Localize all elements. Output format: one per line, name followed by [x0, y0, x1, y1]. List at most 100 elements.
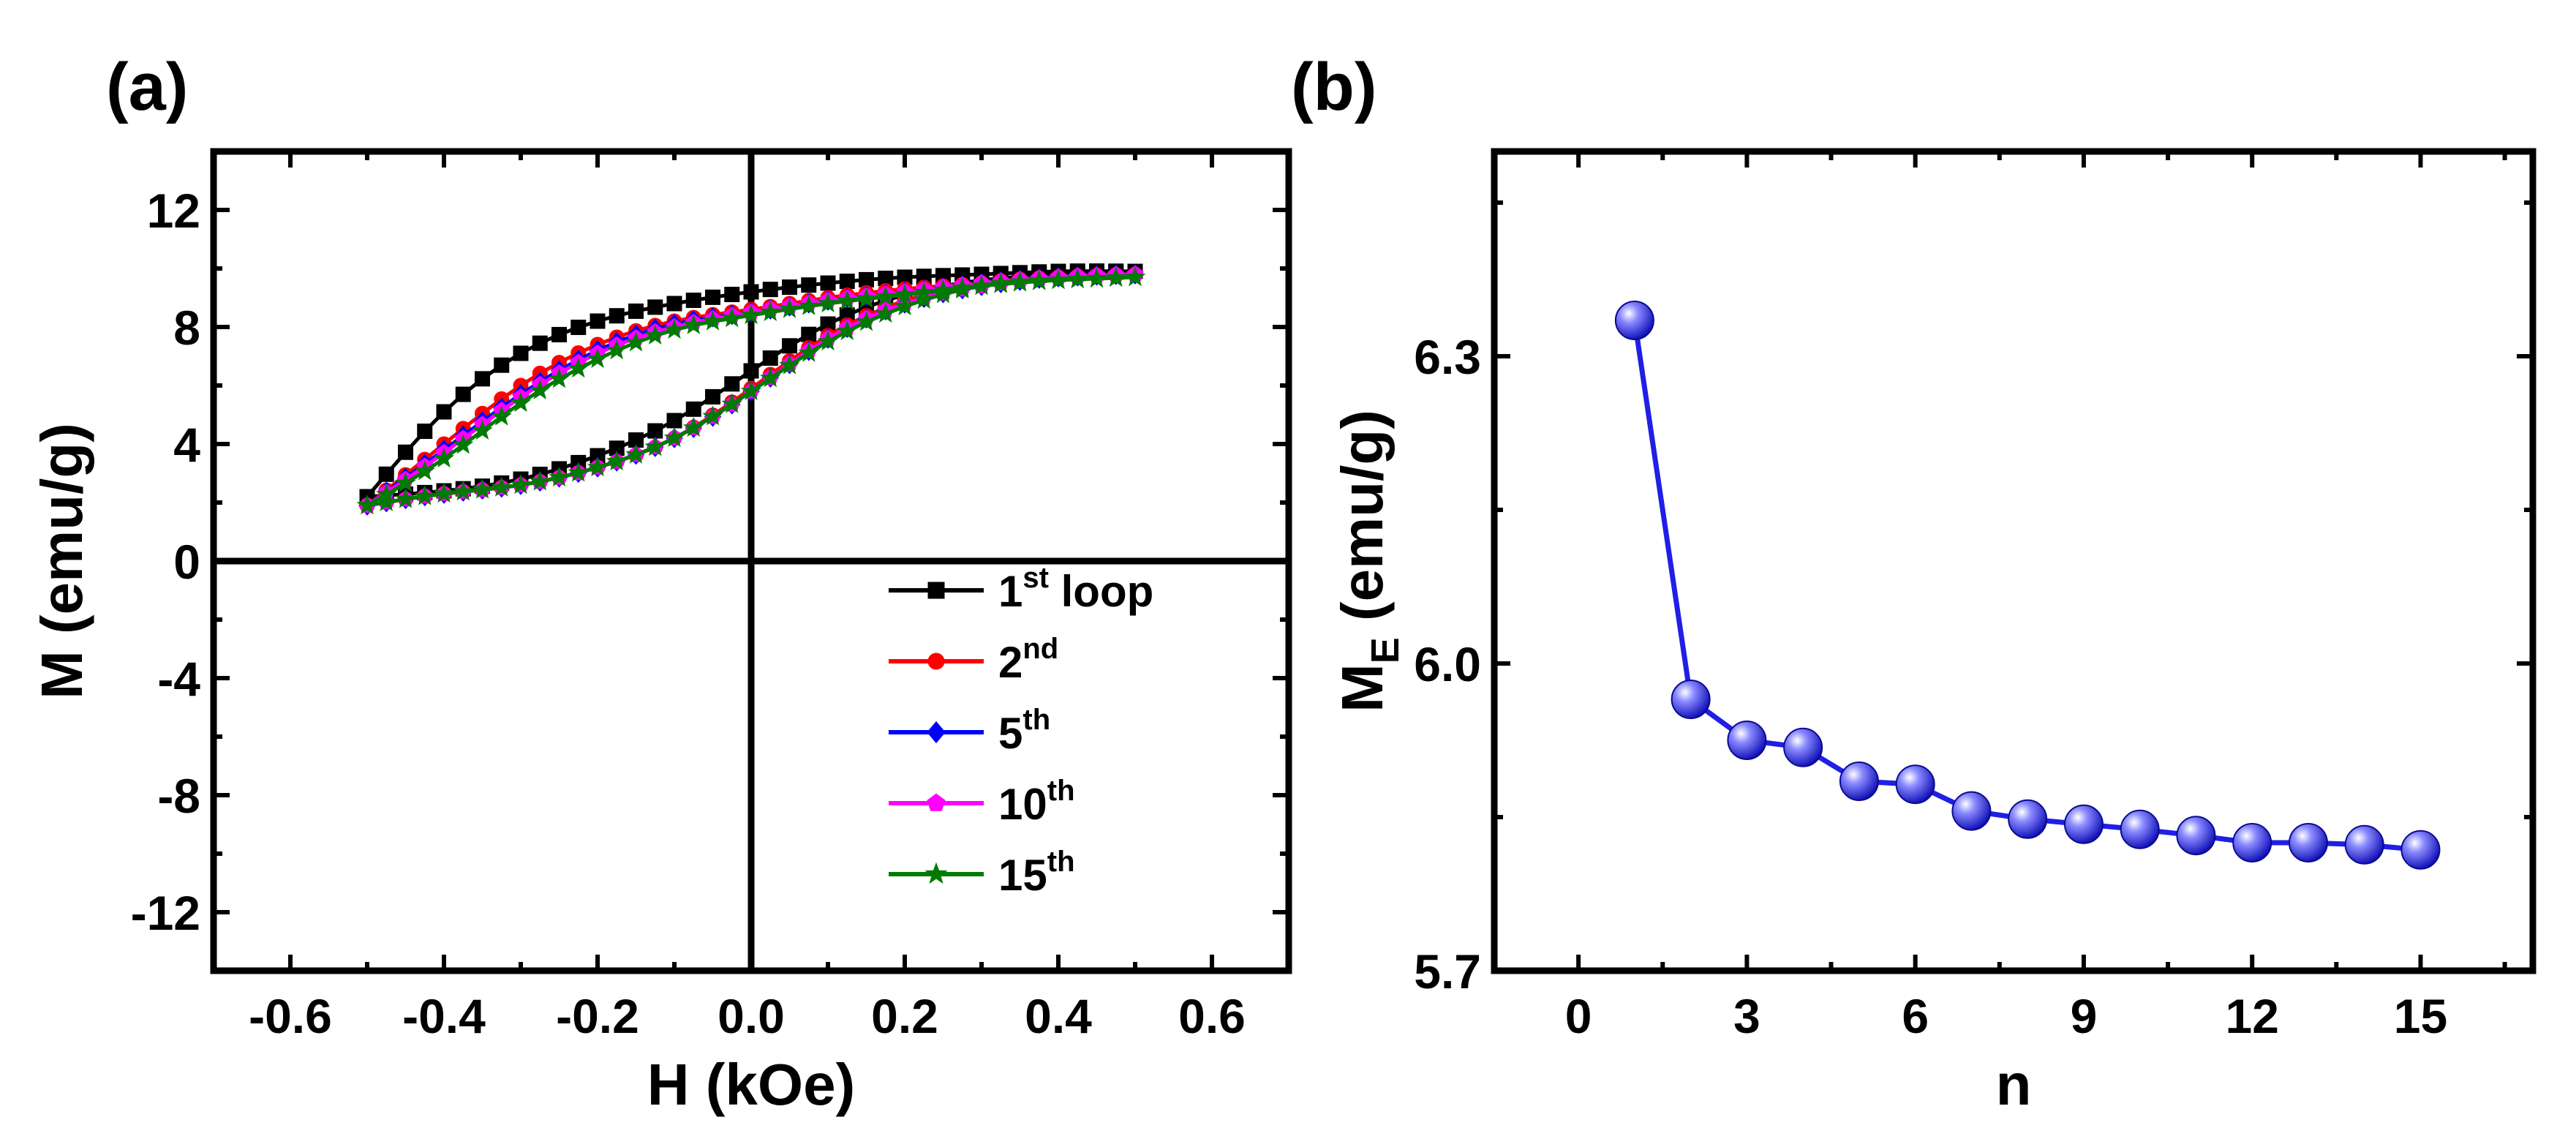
- data-point: [472, 419, 493, 440]
- data-point: [587, 456, 609, 477]
- data-point: [682, 416, 704, 437]
- data-point: [455, 386, 471, 402]
- legend-label-superscript: th: [1047, 775, 1075, 807]
- data-point: [836, 290, 858, 310]
- data-point: [1009, 271, 1031, 292]
- data-point: [743, 363, 759, 379]
- data-point: [721, 307, 743, 328]
- data-point: [685, 293, 701, 309]
- panel-b-y-label-sub: E: [1363, 637, 1407, 663]
- me-data-point: [2288, 823, 2328, 862]
- data-point: [414, 460, 436, 481]
- legend-label-base: 15: [998, 851, 1047, 900]
- y-tick-label: -4: [157, 652, 200, 706]
- legend-label: 5th: [998, 704, 1050, 758]
- data-point: [779, 298, 800, 318]
- data-point: [510, 473, 532, 495]
- me-data-point: [2120, 809, 2160, 849]
- data-point: [532, 335, 548, 351]
- data-point: [452, 434, 474, 454]
- panel-b-series: [1614, 301, 2441, 870]
- y-tick-label: 12: [147, 184, 200, 238]
- x-tick-label: -0.4: [402, 989, 486, 1043]
- me-data-point: [2232, 823, 2272, 862]
- me-data-point: [2063, 804, 2104, 844]
- data-point: [414, 485, 436, 505]
- data-point: [759, 367, 781, 388]
- data-point: [859, 271, 874, 287]
- data-point: [666, 296, 682, 312]
- data-point: [839, 274, 855, 290]
- data-point: [875, 303, 897, 323]
- legend-entry: 10th: [889, 775, 1075, 829]
- data-point: [1124, 266, 1146, 287]
- x-tick-label: 6: [1902, 989, 1929, 1043]
- y-tick-label: 0: [173, 535, 200, 589]
- legend-label: 15th: [998, 846, 1075, 900]
- chart-panel-b: (b) 0 3 6 9 12 15 5.7 6.0 6.3 n ME (emu/g): [1291, 50, 2537, 1117]
- data-point: [568, 462, 590, 482]
- me-data-point: [1783, 727, 1823, 767]
- data-point: [417, 424, 433, 440]
- x-tick-label: 0.0: [718, 989, 785, 1043]
- data-point: [590, 313, 606, 329]
- data-point: [606, 450, 628, 471]
- data-point: [568, 358, 590, 378]
- me-data-point: [2176, 816, 2216, 856]
- data-point: [395, 472, 416, 492]
- data-point: [452, 481, 474, 501]
- data-point: [644, 324, 666, 345]
- me-data-point: [1727, 721, 1767, 760]
- legend-marker: [927, 793, 946, 811]
- x-tick-label: 0.2: [871, 989, 938, 1043]
- data-point: [475, 371, 490, 387]
- y-tick-label: 6.3: [1414, 330, 1481, 384]
- panel-b-plot-frame: [1491, 148, 2537, 974]
- me-data-point: [1895, 764, 1935, 805]
- data-point: [606, 339, 628, 360]
- data-point: [625, 331, 647, 352]
- me-data-point: [1839, 762, 1879, 801]
- data-point: [724, 287, 740, 303]
- x-tick-label: -0.6: [249, 989, 332, 1043]
- data-point: [740, 304, 762, 325]
- legend-marker: [927, 721, 946, 744]
- data-point: [856, 287, 877, 308]
- data-point: [705, 388, 720, 405]
- panel-a-label: (a): [106, 50, 188, 124]
- data-point: [1105, 266, 1127, 287]
- legend-label-tail: loop: [1049, 567, 1153, 616]
- data-point: [856, 311, 877, 331]
- panel-b-x-axis-label: n: [1996, 1052, 2032, 1117]
- data-point: [782, 279, 797, 296]
- data-point: [759, 301, 781, 322]
- legend-label: 2nd: [998, 633, 1058, 687]
- data-point: [894, 283, 916, 304]
- data-point: [782, 338, 797, 354]
- me-data-point: [2344, 824, 2384, 865]
- data-point: [494, 357, 510, 373]
- data-point: [436, 404, 452, 420]
- data-point: [743, 284, 759, 300]
- data-point: [798, 295, 820, 315]
- data-point: [721, 393, 743, 413]
- data-point: [609, 308, 625, 324]
- data-point: [817, 330, 839, 351]
- data-point: [740, 380, 762, 401]
- x-tick-label: 9: [2071, 989, 2098, 1043]
- data-point: [551, 326, 567, 342]
- data-point: [529, 470, 551, 491]
- y-tick-label: 8: [173, 301, 200, 355]
- data-point: [836, 320, 858, 341]
- panel-a-series: [356, 263, 1146, 516]
- data-point: [685, 401, 701, 417]
- data-point: [913, 282, 935, 302]
- data-point: [513, 345, 529, 361]
- data-point: [762, 350, 778, 366]
- data-point: [820, 275, 836, 291]
- panel-a-x-axis-label: H (kOe): [647, 1052, 856, 1117]
- data-point: [875, 285, 897, 307]
- y-tick-label: 5.7: [1414, 944, 1481, 999]
- panel-b-y-label-units: (emu/g): [1330, 410, 1395, 637]
